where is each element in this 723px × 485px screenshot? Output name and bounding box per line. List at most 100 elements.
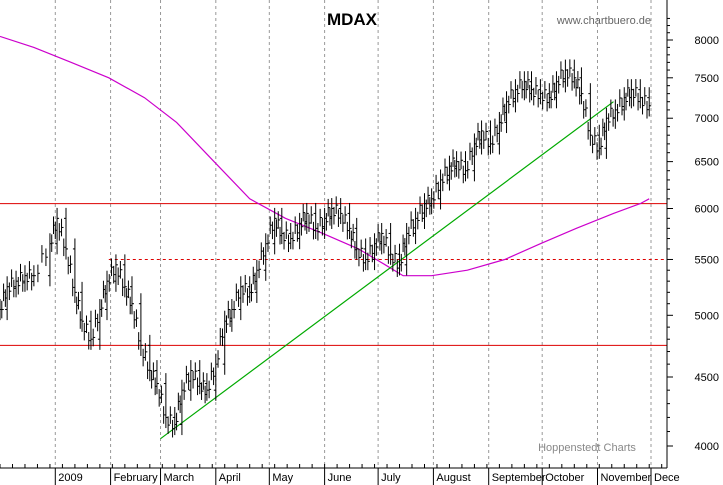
price-bar (442, 173, 445, 192)
price-bar (204, 373, 209, 401)
price-bar (625, 92, 629, 111)
price-bar (110, 258, 114, 277)
y-tick-label: 5000 (695, 310, 719, 322)
chart-title: MDAX (327, 10, 378, 29)
price-bar (113, 254, 118, 292)
price-bar (172, 419, 175, 438)
price-bar (127, 280, 131, 299)
price-bar (202, 372, 206, 390)
price-bar (504, 91, 509, 134)
price-bar (533, 87, 536, 106)
price-bar (410, 211, 414, 229)
price-bar (421, 204, 425, 222)
price-bar (213, 353, 218, 401)
price-bar (642, 96, 645, 115)
price-bar (617, 103, 620, 122)
price-bar (635, 79, 638, 97)
price-bar (147, 361, 150, 380)
price-bar (192, 370, 196, 389)
price-bar (325, 213, 329, 231)
price-bar (135, 309, 139, 327)
y-axis: 4000 4500 5000 5500 6000 6500 7000 7500 8000 (667, 17, 719, 453)
price-bar (647, 87, 652, 117)
price-bar (188, 372, 191, 390)
price-bar (58, 223, 62, 241)
price-bar (31, 272, 34, 291)
price-bar (22, 265, 27, 292)
price-bar (429, 188, 434, 215)
y-tick-label: 7500 (695, 73, 719, 85)
price-bar (375, 238, 379, 256)
price-bar (646, 100, 649, 119)
price-bar (613, 99, 618, 129)
x-tick-label: June (328, 472, 352, 484)
price-bar (80, 281, 85, 332)
trend-line (160, 101, 614, 440)
price-bar (160, 385, 164, 404)
price-bar (101, 299, 104, 317)
price-bar (562, 70, 566, 88)
price-bar (197, 377, 200, 396)
price-bar (45, 248, 48, 267)
price-bar (479, 120, 484, 155)
price-bar (163, 373, 168, 429)
price-bar (550, 90, 554, 109)
price-bar (285, 221, 289, 239)
price-bar (244, 274, 248, 293)
price-bar (221, 328, 225, 347)
price-bar (335, 196, 339, 214)
price-bars (0, 59, 652, 438)
price-bar (72, 238, 77, 303)
price-bar (242, 285, 246, 303)
price-bar (492, 135, 495, 154)
price-bar (219, 327, 223, 346)
price-bar (179, 379, 184, 436)
support-resistance-lines (0, 203, 667, 346)
price-bar (267, 234, 270, 252)
price-bar (385, 229, 389, 247)
price-bar (283, 231, 287, 250)
price-bar (527, 71, 530, 89)
price-bar (437, 181, 441, 200)
price-bar (371, 244, 375, 263)
price-bar (292, 231, 295, 250)
price-bar (194, 362, 198, 380)
price-bar (494, 118, 497, 137)
price-bar (392, 254, 395, 272)
price-bar (185, 365, 189, 384)
price-bar (287, 234, 291, 253)
price-bar (229, 299, 234, 332)
price-bar (22, 274, 25, 292)
price-bar (496, 124, 500, 143)
price-bar (183, 382, 187, 400)
price-bar (608, 113, 611, 131)
price-bar (444, 158, 447, 177)
watermark: www.chartbuero.de (556, 15, 651, 27)
price-bar (544, 81, 547, 99)
price-bar (488, 120, 493, 155)
price-bar (579, 67, 584, 105)
price-bar (629, 79, 634, 109)
price-bar (188, 360, 193, 401)
price-bar (600, 137, 604, 156)
price-bar (31, 265, 36, 287)
price-bar (508, 95, 511, 114)
price-bar (302, 203, 306, 222)
price-bar (342, 214, 345, 232)
price-bar (26, 272, 30, 291)
price-bar (163, 406, 166, 424)
price-bar (269, 216, 273, 235)
price-bar (14, 270, 19, 298)
price-bar (560, 61, 563, 79)
price-bar (458, 161, 461, 179)
price-bar (379, 222, 384, 255)
price-bar (317, 222, 320, 241)
price-bar (258, 260, 262, 279)
price-bar (463, 151, 468, 182)
price-bar (13, 279, 16, 298)
price-bar (358, 248, 361, 267)
price-bar (263, 233, 268, 281)
price-bar (433, 191, 436, 209)
price-bar (362, 254, 366, 272)
price-bar (412, 219, 416, 237)
